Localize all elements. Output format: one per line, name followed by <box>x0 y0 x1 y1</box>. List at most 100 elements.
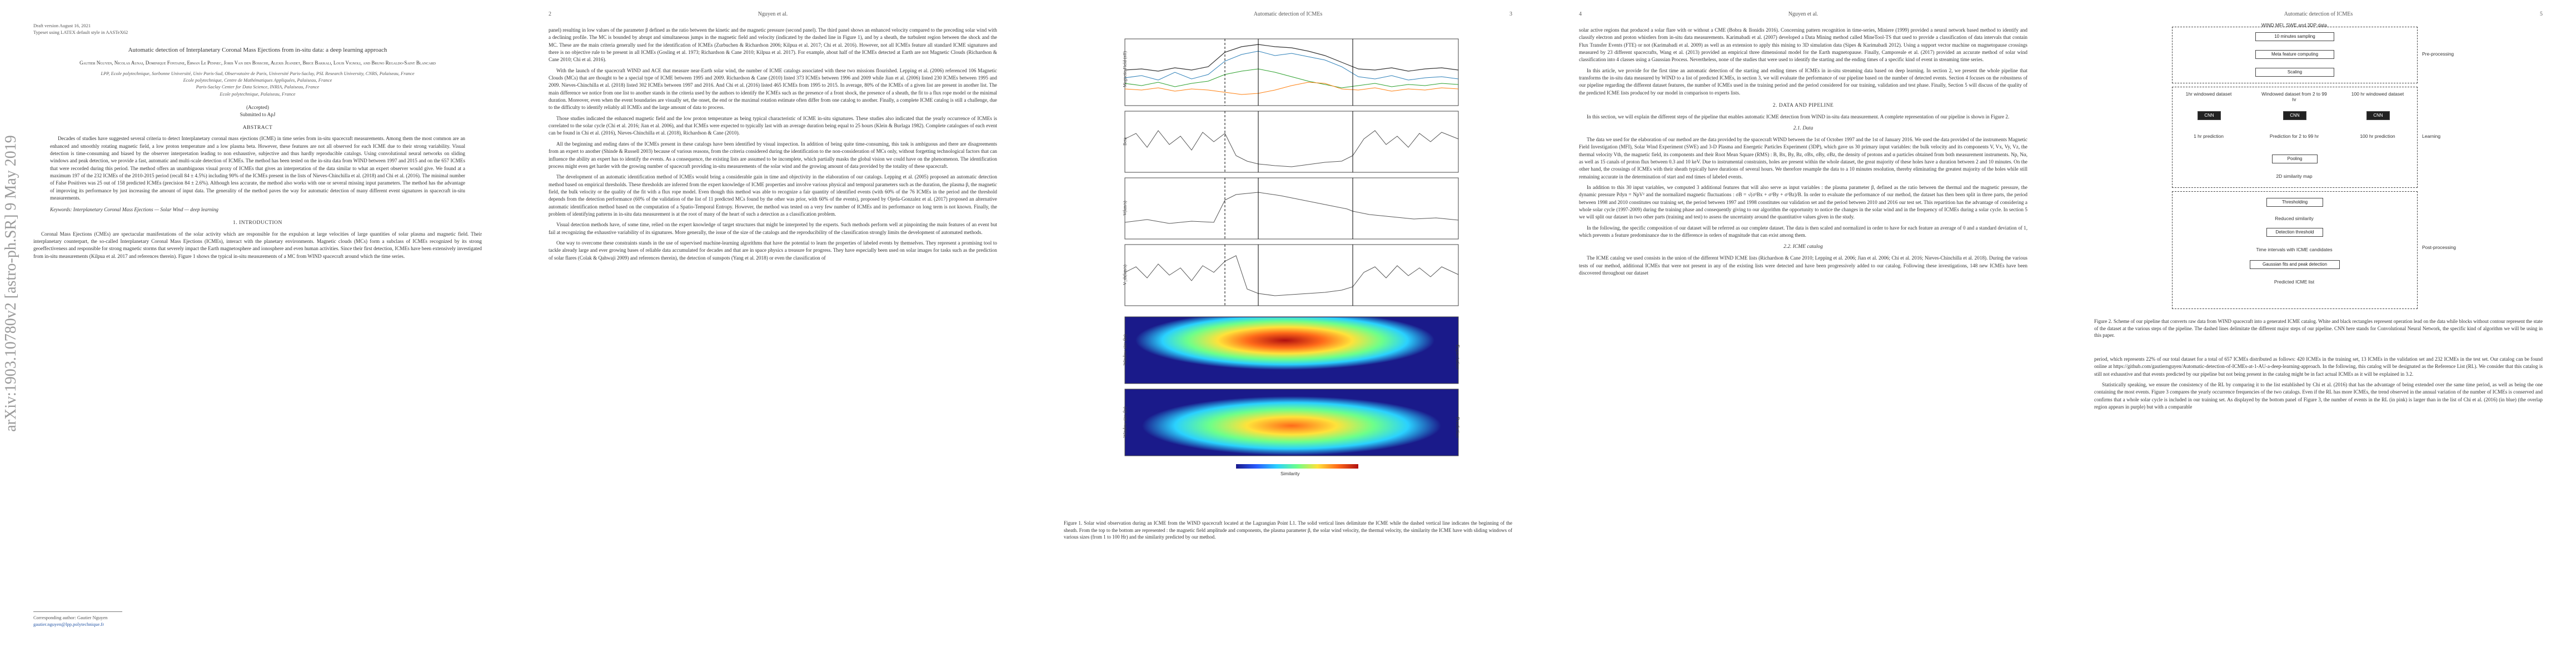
author-email[interactable]: gautier.nguyen@lpp.polytechnique.fr <box>33 621 104 627</box>
stage-postprocessing-box <box>2172 191 2418 309</box>
flow-similarity-map: 2D similarity map <box>2276 173 2313 179</box>
figure-1: Magnetic Field (nT) Beta V(km/s) V_th(km… <box>1092 28 1481 517</box>
stage-label: Pre-processing <box>2422 51 2454 57</box>
figure-2-flowchart: Pre-processing Learning Post-processing … <box>2172 22 2483 311</box>
paragraph: solar active regions that produced a sol… <box>1579 27 2027 63</box>
flow-cnn: CNN <box>2198 111 2221 120</box>
paragraph: The development of an automatic identifi… <box>549 174 997 217</box>
panel-beta <box>1124 111 1459 173</box>
colorbar <box>1236 464 1358 469</box>
flow-cnn: CNN <box>2283 111 2306 120</box>
arxiv-stamp: arXiv:1903.10780v2 [astro-ph.SR] 9 May 2… <box>2 135 19 432</box>
flow-window-1: 1hr windowed dataset <box>2185 91 2232 97</box>
stage-label: Learning <box>2422 133 2441 139</box>
flow-feature: Meta feature computing <box>2255 50 2334 59</box>
paragraph: The data we used for the elaboration of … <box>1579 136 2027 180</box>
page-1: arXiv:1903.10780v2 [astro-ph.SR] 9 May 2… <box>0 0 515 667</box>
panel-magnetic-field <box>1124 38 1459 106</box>
paragraph: With the launch of the spacecraft WIND a… <box>549 67 997 111</box>
paragraph: The ICME catalog we used consists in the… <box>1579 255 2027 276</box>
page-number: 4 <box>1579 11 1582 17</box>
paper-title: Automatic detection of Interplanetary Co… <box>128 46 387 53</box>
panel-label: Window size (hr) <box>1122 406 1128 438</box>
corresponding-author: Corresponding author: Gautier Nguyen <box>33 615 108 620</box>
affiliation-1: LPP, Ecole polytechnique, Sorbonne Unive… <box>101 70 415 76</box>
flow-prediction-2: Prediction for 2 to 99 hr <box>2269 133 2319 139</box>
panel-thermal-velocity <box>1124 244 1459 306</box>
keywords: Keywords: Interplanetary Coronal Mass Ej… <box>50 207 218 213</box>
flow-gaussian: Gaussian fits and peak detection <box>2250 260 2340 269</box>
page-5-content: period, which represents 22% of our tota… <box>2094 356 2543 414</box>
paragraph: Those studies indicated the enhanced mag… <box>549 115 997 136</box>
page-4-content: solar active regions that produced a sol… <box>1579 27 2027 280</box>
intro-text: Coronal Mass Ejections (CMEs) are specta… <box>33 231 482 259</box>
paragraph: Statistically speaking, we ensure the co… <box>2094 382 2543 410</box>
accepted-line: (Accepted) <box>246 104 269 110</box>
stage-label: Post-processing <box>2422 245 2456 250</box>
paragraph: In this section, we will explain the dif… <box>1587 113 2010 120</box>
abstract-text: Decades of studies have suggested severa… <box>50 136 465 201</box>
flow-prediction-3: 100 hr prediction <box>2360 133 2395 139</box>
flow-intervals: Time intervals with ICME candidates <box>2256 247 2333 252</box>
figure-1-plots <box>1124 38 1459 456</box>
page-2-content: panel) resulting in low values of the pa… <box>549 27 997 265</box>
running-title: Nguyen et al. <box>758 11 788 17</box>
footnote-rule <box>33 611 122 612</box>
authors: Gautier Nguyen, Nicolas Aunai, Dominique… <box>79 59 436 66</box>
panel-label: Beta <box>1122 137 1128 146</box>
paragraph: In this article, we provide for the firs… <box>1579 67 2027 96</box>
flow-thresholding: Thresholding <box>2266 198 2323 207</box>
paragraph: In addition to this 30 input variables, … <box>1579 185 2027 220</box>
paragraph: panel) resulting in low values of the pa… <box>549 27 997 63</box>
panel-label: Magnetic Field (nT) <box>1122 51 1128 87</box>
subsection-2-1: 2.1. Data <box>1793 126 1813 132</box>
affiliation-2: Ecole polytechnique, Centre de Mathémati… <box>183 77 332 83</box>
panel-tag-prediction: Prediction <box>1455 417 1461 438</box>
page-number: 2 <box>549 11 551 17</box>
page-5: Automatic detection of ICMEs 5 Pre-proce… <box>2061 0 2576 667</box>
paragraph: In the following, the specific compositi… <box>1579 225 2027 238</box>
flow-prediction-1: 1 hr prediction <box>2194 133 2224 139</box>
intro-heading: 1. INTRODUCTION <box>233 220 282 226</box>
page-3: Automatic detection of ICMEs 3 <box>1030 0 1546 667</box>
panel-label: Window size (hr) <box>1122 334 1128 366</box>
flow-sampling: 10 minutes sampling <box>2255 32 2334 41</box>
figure-1-caption: Figure 1. Solar wind observation during … <box>1064 520 1512 540</box>
panel-label: V(km/s) <box>1122 201 1128 216</box>
flow-window-2: Windowed dataset from 2 to 99 hr <box>2261 91 2327 102</box>
flow-window-3: 100 hr windowed dataset <box>2351 91 2404 97</box>
flow-predicted-list: Predicted ICME list <box>2274 279 2315 285</box>
stage-preprocessing-box <box>2172 27 2418 83</box>
page-1-content: Draft version August 16, 2021 Typeset us… <box>33 22 482 263</box>
paragraph: One way to overcome these constraints st… <box>549 240 997 261</box>
flow-input: WIND MFI, SWE and 3DP data <box>2261 22 2327 28</box>
affiliation-4: Ecole polytechnique, Palaiseau, France <box>220 91 296 97</box>
page-2: 2 Nguyen et al. panel) resulting in low … <box>515 0 1030 667</box>
flow-scaling: Scaling <box>2255 68 2334 77</box>
flow-reduced: Reduced similarity <box>2275 216 2314 221</box>
paragraph: All the beginning and ending dates of th… <box>549 141 997 169</box>
affiliation-3: Paris-Saclay Center for Data Science, IN… <box>196 84 320 90</box>
submitted-line: Submitted to ApJ <box>240 112 276 118</box>
figure-2-caption: Figure 2. Scheme of our pipeline that co… <box>2094 318 2543 339</box>
panel-velocity <box>1124 177 1459 240</box>
colorbar-label: Similarity <box>1280 471 1300 476</box>
paragraph: Visual detection methods have, of some t… <box>549 222 997 235</box>
draft-line: Draft version August 16, 2021 <box>33 23 91 28</box>
abstract-heading: ABSTRACT <box>242 125 273 131</box>
flow-cnn: CNN <box>2366 111 2390 120</box>
panel-label: V_th(km/s) <box>1122 265 1128 285</box>
panel-prediction <box>1124 389 1459 456</box>
running-title: Nguyen et al. <box>1788 11 1818 17</box>
running-title: Automatic detection of ICMEs <box>1253 11 1323 17</box>
panel-expectation <box>1124 316 1459 384</box>
page-number: 5 <box>2540 11 2543 17</box>
paragraph: period, which represents 22% of our tota… <box>2094 356 2543 377</box>
flow-pooling: Pooling <box>2272 155 2318 163</box>
page-number: 3 <box>1509 11 1512 17</box>
section-2-heading: 2. DATA AND PIPELINE <box>1772 103 1834 109</box>
page-4: 4 Nguyen et al. solar active regions tha… <box>1546 0 2061 667</box>
typeset-line: Typeset using LATEX default style in AAS… <box>33 29 128 36</box>
panel-tag-expectation: Expectation <box>1455 345 1461 370</box>
stage-learning-box <box>2172 87 2418 188</box>
